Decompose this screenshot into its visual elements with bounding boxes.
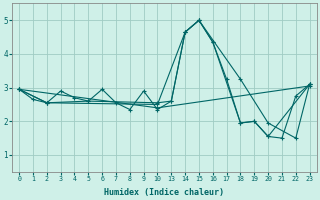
X-axis label: Humidex (Indice chaleur): Humidex (Indice chaleur) bbox=[104, 188, 224, 197]
